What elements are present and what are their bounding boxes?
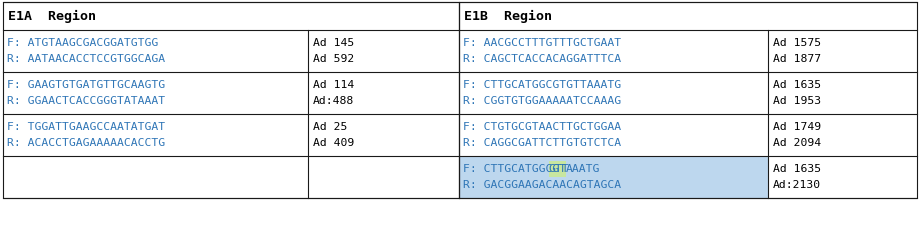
- Text: Ad 592: Ad 592: [312, 54, 354, 64]
- Text: AAATG: AAATG: [565, 164, 600, 174]
- Text: R: ACACCTGAGAAAAACACCTG: R: ACACCTGAGAAAAACACCTG: [7, 138, 165, 148]
- Text: Ad:2130: Ad:2130: [772, 180, 821, 190]
- Text: F: GAAGTGTGATGTTGCAAGTG: F: GAAGTGTGATGTTGCAAGTG: [7, 80, 165, 90]
- Text: E1A  Region: E1A Region: [8, 9, 96, 23]
- Text: R: CAGCTCACCACAGGATTTCA: R: CAGCTCACCACAGGATTTCA: [462, 54, 620, 64]
- Text: Ad 1953: Ad 1953: [772, 96, 821, 106]
- Text: F: AACGCCTTTGTTTGCTGAAT: F: AACGCCTTTGTTTGCTGAAT: [462, 38, 620, 48]
- Text: Ad 145: Ad 145: [312, 38, 354, 48]
- Text: Ad 1877: Ad 1877: [772, 54, 821, 64]
- Text: R: CGGTGTGGAAAAATCCAAAG: R: CGGTGTGGAAAAATCCAAAG: [462, 96, 620, 106]
- Text: Ad 25: Ad 25: [312, 122, 347, 132]
- Text: F: ATGTAAGCGACGGATGTGG: F: ATGTAAGCGACGGATGTGG: [7, 38, 158, 48]
- Text: R: GACGGAAGACAACAGTAGCA: R: GACGGAAGACAACAGTAGCA: [462, 180, 620, 190]
- Text: F: CTTGCATGGCGTGTTAAATG: F: CTTGCATGGCGTGTTAAATG: [462, 80, 620, 90]
- Text: Ad 1749: Ad 1749: [772, 122, 821, 132]
- Bar: [459, 2, 916, 198]
- Text: Ad 1635: Ad 1635: [772, 164, 821, 174]
- Bar: [549, 161, 565, 177]
- Text: F: CTGTGCGTAACTTGCTGGAA: F: CTGTGCGTAACTTGCTGGAA: [462, 122, 620, 132]
- Text: R: CAGGCGATTCTTGTGTCTCA: R: CAGGCGATTCTTGTGTCTCA: [462, 138, 620, 148]
- Text: F: CTTGCATGGCGT: F: CTTGCATGGCGT: [462, 164, 565, 174]
- Text: Ad:488: Ad:488: [312, 96, 354, 106]
- Text: Ad 1635: Ad 1635: [772, 80, 821, 90]
- Text: R: AATAACACCТCCGTGGCAGA: R: AATAACACCТCCGTGGCAGA: [7, 54, 165, 64]
- Bar: [3, 2, 459, 198]
- Text: E1B  Region: E1B Region: [463, 9, 551, 23]
- Text: Ad 409: Ad 409: [312, 138, 354, 148]
- Text: R: GGAACTCACCGGGTATAAAT: R: GGAACTCACCGGGTATAAAT: [7, 96, 165, 106]
- Text: Ad 2094: Ad 2094: [772, 138, 821, 148]
- Text: F: TGGATTGAAGCCAATATGAT: F: TGGATTGAAGCCAATATGAT: [7, 122, 165, 132]
- Text: Ad 1575: Ad 1575: [772, 38, 821, 48]
- Text: GTT: GTT: [549, 164, 569, 174]
- Text: Ad 114: Ad 114: [312, 80, 354, 90]
- Bar: [459, 156, 767, 198]
